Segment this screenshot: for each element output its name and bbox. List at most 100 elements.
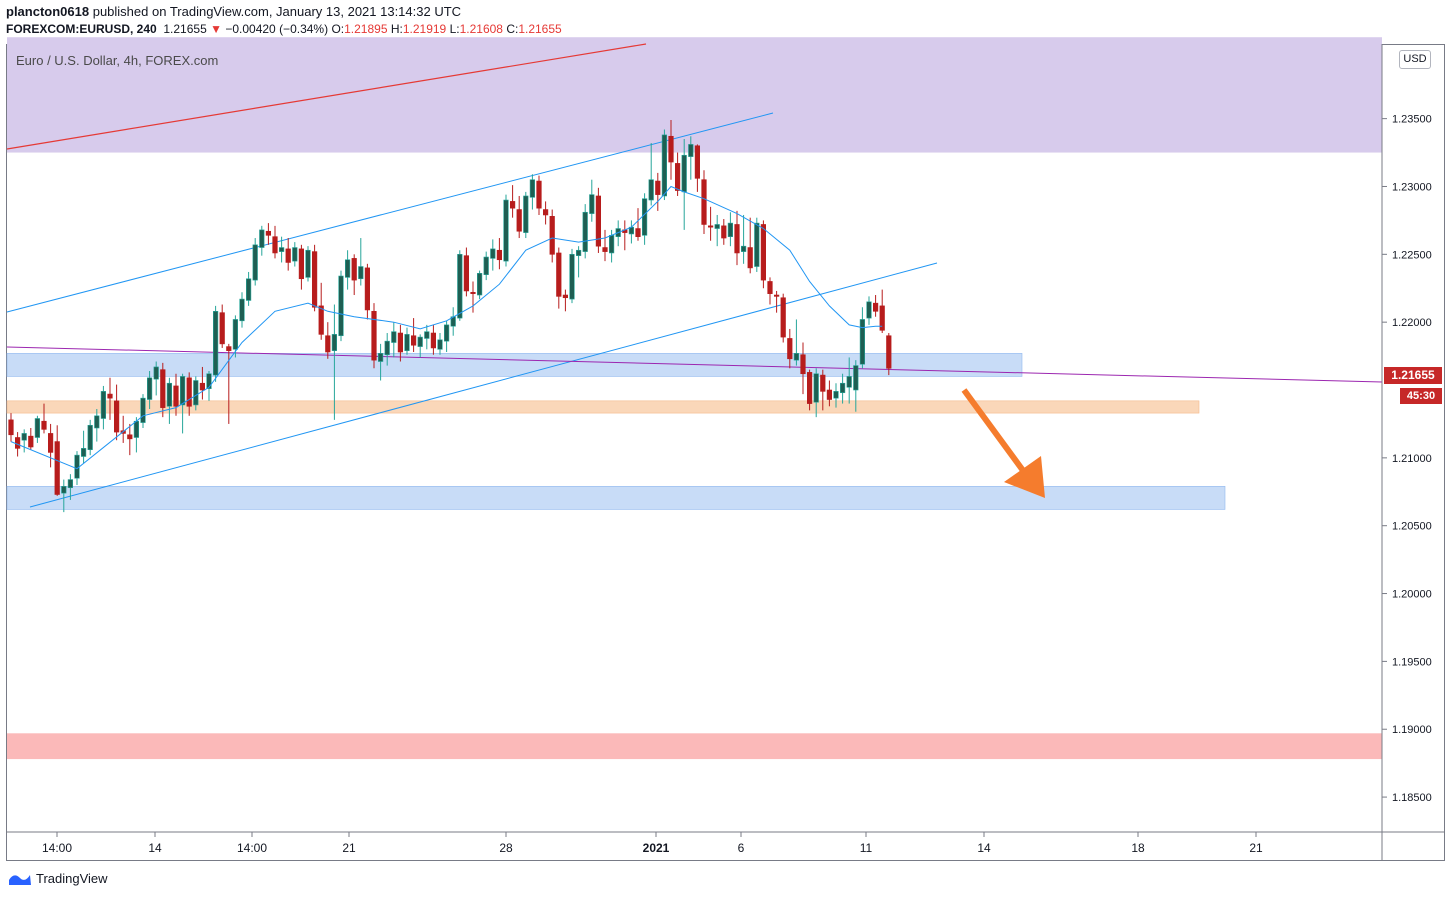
- candle-body: [490, 248, 496, 259]
- time-tick-label: 14:00: [42, 841, 72, 855]
- candle-body: [61, 486, 67, 494]
- candle-body: [793, 353, 799, 361]
- support-zone-red[interactable]: [7, 733, 1382, 760]
- candle: [688, 136, 694, 180]
- author-name[interactable]: plancton0618: [6, 4, 90, 19]
- candle-body: [424, 331, 430, 339]
- candle-body: [516, 209, 522, 232]
- candle-body: [166, 382, 173, 407]
- time-axis[interactable]: 14:00 14 14:00 21 28 2021 6 11 14 18 21: [42, 832, 1263, 855]
- candle-body: [199, 382, 206, 391]
- purple-trendline[interactable]: [6, 346, 1383, 383]
- candle: [424, 324, 430, 350]
- candle: [318, 282, 324, 340]
- publish-info: plancton0618 published on TradingView.co…: [6, 4, 461, 19]
- symbol-label[interactable]: FOREXCOM:EURUSD, 240: [6, 22, 157, 36]
- candle: [549, 209, 555, 263]
- candle: [94, 409, 100, 442]
- candle: [120, 415, 126, 443]
- arrow-annotation[interactable]: [961, 388, 1045, 498]
- candle-body: [47, 433, 54, 453]
- candle: [536, 175, 542, 215]
- candle: [186, 372, 192, 416]
- candle: [872, 295, 879, 317]
- channel-upper-line[interactable]: [6, 112, 774, 313]
- time-tick-label: 2021: [643, 841, 670, 855]
- candle-body: [8, 419, 14, 436]
- candle: [846, 357, 852, 404]
- zones-layer: [6, 37, 1382, 760]
- candle: [582, 204, 588, 259]
- candle-body: [707, 225, 714, 228]
- price-tick-label: 1.23500: [1392, 114, 1432, 126]
- low-value: 1.21608: [459, 22, 503, 36]
- candle: [839, 373, 846, 404]
- candle-body: [94, 415, 100, 429]
- footer-brand-text: TradingView: [36, 871, 108, 886]
- candle-body: [404, 334, 410, 351]
- candle-body: [503, 199, 509, 262]
- candle: [325, 322, 331, 359]
- footer-branding[interactable]: TradingView: [8, 871, 108, 886]
- candle: [721, 219, 727, 245]
- support-zone-upper[interactable]: [6, 353, 1023, 377]
- candle: [628, 220, 634, 244]
- red-trendline[interactable]: [6, 43, 647, 150]
- published-text: published on TradingView.com, January 13…: [92, 4, 462, 19]
- candle: [490, 239, 496, 271]
- candle: [602, 229, 608, 262]
- candle: [793, 319, 799, 366]
- candle-body: [54, 441, 60, 495]
- candle-body: [641, 198, 648, 236]
- candle: [160, 362, 166, 418]
- candle: [754, 217, 760, 272]
- candle-body: [358, 266, 364, 280]
- candle: [866, 296, 872, 325]
- candle: [140, 394, 146, 429]
- candle-body: [278, 247, 285, 252]
- candle-body: [661, 134, 667, 197]
- candle-body: [87, 424, 93, 451]
- candle: [707, 206, 714, 241]
- candle: [589, 179, 595, 222]
- candle-body: [344, 259, 351, 278]
- candle: [800, 342, 806, 395]
- candle: [806, 369, 813, 411]
- time-tick-label: 21: [342, 841, 356, 855]
- moving-average-line: [10, 185, 883, 470]
- candle: [364, 263, 371, 320]
- price-axis[interactable]: 1.23500 1.23000 1.22500 1.22000 1.21000 1.205…: [1382, 114, 1432, 804]
- support-zone-lower[interactable]: [6, 486, 1226, 510]
- candle-body: [443, 324, 450, 342]
- candle: [61, 479, 67, 513]
- currency-badge[interactable]: USD: [1399, 50, 1431, 69]
- candle-body: [767, 281, 773, 294]
- candle: [833, 383, 839, 408]
- candle-body: [226, 346, 232, 351]
- candle: [701, 170, 707, 234]
- high-value: 1.21919: [402, 22, 447, 36]
- candle: [853, 360, 859, 412]
- candle: [503, 194, 509, 267]
- price-tick-label: 1.18500: [1392, 792, 1432, 804]
- candle-body: [674, 163, 681, 191]
- close-label: C:: [506, 22, 519, 36]
- candle: [193, 376, 199, 411]
- time-tick-label: 6: [738, 841, 745, 855]
- candle: [694, 144, 700, 192]
- candle: [226, 343, 232, 424]
- candle-body: [193, 380, 199, 406]
- candle-body: [325, 335, 331, 353]
- candle: [780, 293, 786, 343]
- candle: [127, 423, 133, 456]
- support-zone-orange[interactable]: [6, 400, 1200, 414]
- candle: [661, 129, 667, 201]
- candle-body: [866, 301, 872, 319]
- channel-lower-line[interactable]: [29, 262, 938, 508]
- candle: [8, 413, 14, 442]
- candle-body: [694, 145, 700, 179]
- candle-body: [800, 354, 806, 375]
- candle: [523, 191, 529, 239]
- candle-body: [853, 365, 859, 391]
